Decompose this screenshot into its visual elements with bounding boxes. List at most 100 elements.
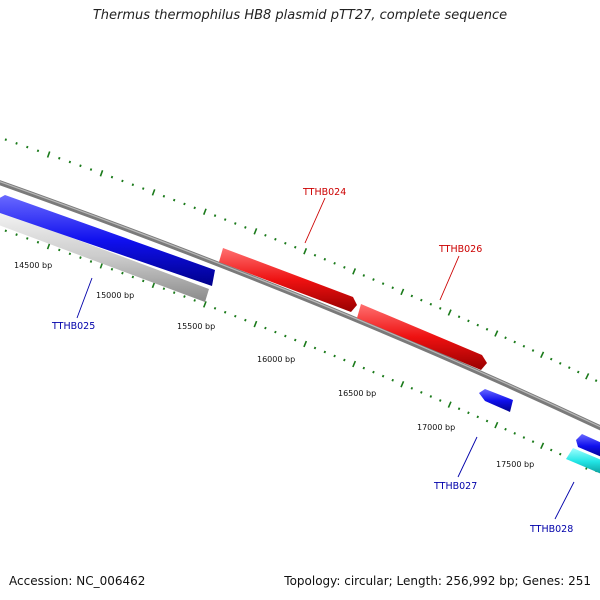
scale-label: 16500 bp	[338, 389, 376, 398]
minor-tick	[343, 358, 346, 362]
minor-tick	[79, 256, 82, 259]
minor-tick	[121, 271, 124, 275]
minor-tick	[429, 395, 433, 398]
gene-forward-blue-left[interactable]	[0, 195, 215, 286]
gene-tthb026[interactable]	[357, 304, 487, 370]
scale-label: 14500 bp	[14, 261, 52, 270]
scale-label: 17000 bp	[417, 423, 455, 432]
minor-tick	[522, 344, 526, 348]
minor-tick	[504, 427, 507, 431]
minor-tick	[4, 229, 8, 233]
minor-tick	[313, 346, 317, 350]
major-tick	[540, 442, 545, 450]
minor-tick	[274, 330, 277, 334]
minor-tick	[372, 370, 375, 374]
gene-label-tthb025[interactable]: TTHB025	[51, 321, 95, 332]
minor-tick	[531, 349, 535, 352]
gene-label-tthb027[interactable]: TTHB027	[433, 481, 477, 492]
minor-tick	[457, 407, 461, 411]
minor-tick	[68, 252, 72, 256]
plasmid-backbone	[0, 180, 600, 431]
topology-text: Topology: circular; Length: 256,992 bp; …	[284, 574, 591, 588]
minor-tick	[172, 291, 176, 294]
minor-tick	[522, 436, 526, 439]
minor-tick	[410, 294, 414, 298]
gene-tthb024[interactable]	[219, 248, 357, 312]
leader-line	[554, 481, 575, 520]
minor-tick	[567, 366, 571, 370]
minor-tick	[323, 350, 327, 354]
minor-tick	[223, 218, 227, 221]
minor-tick	[110, 267, 114, 271]
major-tick	[400, 380, 405, 388]
minor-tick	[594, 379, 598, 383]
minor-tick	[549, 357, 553, 361]
major-tick	[494, 421, 499, 429]
major-tick	[202, 208, 207, 216]
minor-tick	[531, 440, 535, 444]
minor-tick	[438, 307, 442, 310]
scale-label: 17500 bp	[496, 460, 534, 469]
minor-tick	[58, 156, 61, 160]
minor-tick	[576, 370, 580, 374]
minor-tick	[36, 240, 40, 244]
minor-tick	[284, 241, 287, 245]
minor-tick	[410, 386, 414, 390]
minor-tick	[485, 419, 489, 423]
minor-tick	[274, 237, 277, 241]
major-tick	[447, 401, 452, 408]
minor-tick	[15, 233, 18, 236]
minor-tick	[89, 168, 93, 171]
minor-tick	[131, 275, 135, 279]
minor-tick	[333, 354, 336, 358]
minor-tick	[323, 257, 327, 261]
major-tick	[303, 247, 308, 255]
major-tick	[352, 268, 357, 275]
minor-tick	[264, 326, 267, 330]
gene-tthb027[interactable]	[479, 389, 513, 412]
leader-line	[76, 277, 93, 319]
map-title: Thermus thermophilus HB8 plasmid pTT27, …	[92, 8, 508, 23]
minor-tick	[193, 299, 196, 302]
minor-tick	[26, 237, 29, 240]
minor-tick	[467, 319, 470, 323]
leader-line	[304, 197, 326, 244]
major-tick	[253, 320, 258, 328]
gene-tthb025-gray[interactable]	[0, 211, 209, 302]
minor-tick	[244, 318, 247, 322]
minor-tick	[343, 265, 346, 269]
minor-tick	[131, 183, 135, 187]
minor-tick	[476, 415, 480, 419]
minor-tick	[58, 248, 61, 252]
minor-tick	[513, 340, 517, 344]
minor-tick	[381, 374, 385, 378]
gene-tthb028[interactable]	[566, 448, 600, 475]
gene-label-tthb024[interactable]: TTHB024	[302, 187, 346, 198]
major-tick	[151, 189, 156, 196]
minor-tick	[223, 310, 227, 314]
gene-label-tthb028[interactable]: TTHB028	[529, 524, 573, 535]
minor-tick	[244, 226, 247, 229]
minor-tick	[183, 295, 186, 298]
major-tick	[585, 373, 590, 380]
major-tick	[540, 351, 545, 359]
minor-tick	[362, 274, 366, 277]
gene-label-tthb026[interactable]: TTHB026	[438, 244, 482, 255]
minor-tick	[294, 338, 297, 342]
accession-text: Accession: NC_006462	[9, 574, 146, 588]
minor-tick	[110, 175, 114, 179]
minor-tick	[264, 233, 267, 237]
minor-tick	[79, 164, 82, 168]
minor-tick	[420, 298, 423, 302]
scale-label: 15000 bp	[96, 291, 134, 300]
major-tick	[494, 330, 499, 337]
minor-tick	[213, 306, 217, 310]
scale-label: 15500 bp	[177, 322, 215, 331]
minor-tick	[457, 315, 461, 319]
leader-line	[439, 255, 460, 301]
major-tick	[352, 360, 357, 368]
gene-forward-blue-right[interactable]	[576, 434, 600, 458]
minor-tick	[36, 149, 40, 153]
major-tick	[99, 170, 104, 177]
